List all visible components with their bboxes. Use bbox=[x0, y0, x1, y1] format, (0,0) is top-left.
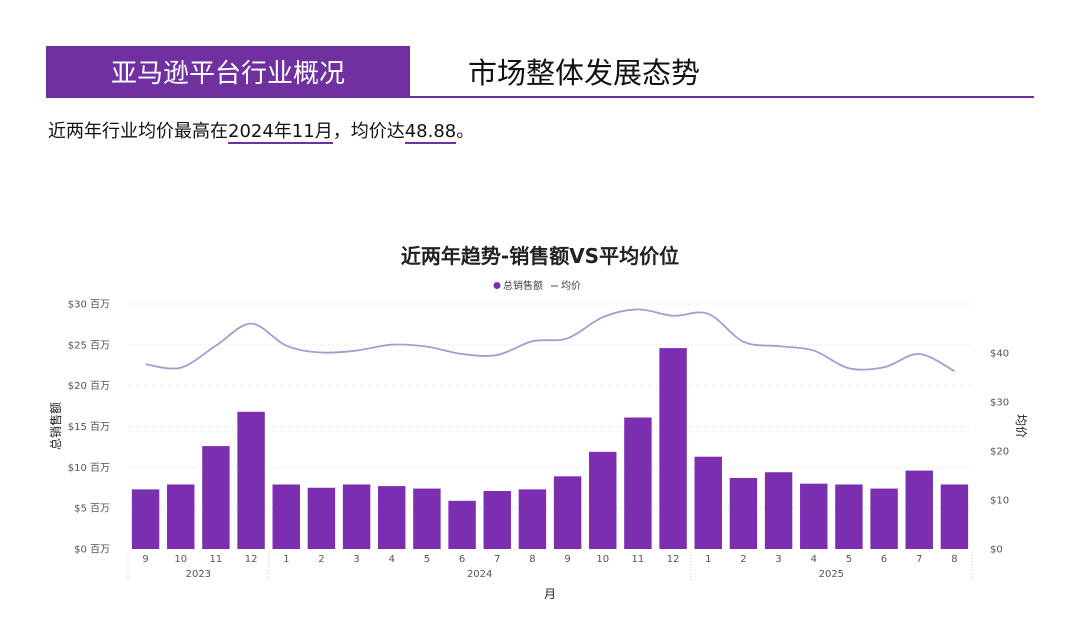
header-divider bbox=[46, 96, 1034, 98]
legend-label-sales: 总销售额 bbox=[503, 279, 543, 292]
summary-suffix: 。 bbox=[456, 121, 475, 142]
y-right-tick-label: $30 bbox=[990, 398, 1009, 409]
summary-mid: ，均价达 bbox=[332, 121, 405, 142]
x-tick-label: 10 bbox=[596, 554, 609, 565]
legend-swatch-sales bbox=[493, 282, 501, 289]
x-tick-label: 9 bbox=[142, 554, 148, 565]
bar bbox=[202, 446, 230, 549]
legend-label-price: 均价 bbox=[561, 280, 581, 292]
summary-peak-value: 48.88 bbox=[404, 121, 457, 144]
gridlines bbox=[128, 303, 972, 509]
page-title: 市场整体发展态势 bbox=[468, 56, 701, 90]
bar bbox=[940, 484, 969, 549]
bar bbox=[905, 470, 933, 549]
y-left-tick-label: $0 百万 bbox=[74, 544, 110, 556]
x-tick-label: 4 bbox=[389, 554, 395, 565]
bar bbox=[729, 477, 758, 549]
x-tick-label: 5 bbox=[846, 554, 852, 565]
y-right-tick-label: $10 bbox=[990, 496, 1009, 507]
left-axis-ticks: $0 百万 $5 百万 $10 百万 $15 百万 $20 百万 $25 百万 $30 百万 bbox=[68, 299, 110, 556]
avg-price-line bbox=[145, 308, 955, 372]
year-label: 2025 bbox=[819, 569, 844, 580]
x-tick-label: 8 bbox=[951, 554, 957, 565]
year-groups: 2023 2024 2025 bbox=[127, 552, 973, 582]
x-tick-label: 3 bbox=[775, 554, 781, 565]
y-left-tick-label: $25 百万 bbox=[68, 339, 110, 351]
x-tick-label: 6 bbox=[459, 554, 465, 565]
bar-series bbox=[131, 348, 969, 549]
y-axis-right-title: 均价 bbox=[1014, 414, 1028, 438]
bar bbox=[553, 476, 582, 549]
x-tick-label: 1 bbox=[705, 554, 711, 565]
x-tick-label: 3 bbox=[353, 554, 359, 565]
x-tick-label: 2 bbox=[740, 554, 746, 565]
bar bbox=[518, 489, 547, 549]
x-tick-label: 7 bbox=[916, 554, 922, 565]
x-tick-label: 11 bbox=[210, 554, 223, 565]
bar bbox=[131, 489, 160, 549]
y-left-tick-label: $15 百万 bbox=[68, 421, 110, 433]
y-right-tick-label: $40 bbox=[990, 349, 1009, 360]
x-tick-label: 10 bbox=[174, 554, 187, 565]
year-label: 2024 bbox=[467, 569, 492, 580]
bar bbox=[413, 488, 441, 549]
bar bbox=[800, 483, 828, 549]
y-left-tick-label: $30 百万 bbox=[68, 299, 110, 311]
bar bbox=[694, 456, 722, 549]
bar bbox=[448, 500, 476, 549]
summary-peak-month: 2024年11月 bbox=[228, 121, 333, 144]
bar bbox=[659, 348, 687, 549]
right-axis-ticks: $0 $10 $20 $30 $40 bbox=[990, 349, 1009, 556]
x-axis-title: 月 bbox=[544, 587, 556, 601]
x-tick-label: 5 bbox=[424, 554, 430, 565]
x-tick-label: 7 bbox=[494, 554, 500, 565]
bar bbox=[272, 484, 300, 549]
legend: 总销售额 均价 bbox=[493, 279, 581, 292]
bar bbox=[764, 472, 793, 549]
x-tick-label: 1 bbox=[283, 554, 289, 565]
x-tick-label: 4 bbox=[811, 554, 817, 565]
x-tick-label: 12 bbox=[667, 554, 680, 565]
bar bbox=[307, 487, 336, 549]
y-left-tick-label: $20 百万 bbox=[68, 380, 110, 392]
chart-title: 近两年趋势-销售额VS平均价位 bbox=[401, 244, 679, 268]
x-axis-ticks: 9 10 11 12 1 2 3 4 5 6 7 8 9 10 11 12 1 2 3 4 5 6 7 8 bbox=[142, 554, 957, 565]
x-tick-label: 9 bbox=[564, 554, 570, 565]
line-series bbox=[145, 308, 955, 372]
y-right-tick-label: $0 bbox=[990, 545, 1003, 556]
summary-text: 近两年行业均价最高在2024年11月，均价达48.88。 bbox=[48, 117, 475, 144]
x-tick-label: 2 bbox=[318, 554, 324, 565]
bar bbox=[378, 486, 406, 549]
y-left-tick-label: $10 百万 bbox=[68, 462, 110, 474]
x-tick-label: 8 bbox=[529, 554, 535, 565]
bar bbox=[870, 488, 898, 549]
y-left-tick-label: $5 百万 bbox=[74, 503, 110, 515]
summary-prefix: 近两年行业均价最高在 bbox=[48, 121, 228, 142]
y-right-tick-label: $20 bbox=[990, 447, 1009, 458]
bar bbox=[167, 484, 195, 549]
section-banner: 亚马逊平台行业概况 bbox=[46, 46, 410, 96]
x-tick-label: 12 bbox=[245, 554, 258, 565]
bar bbox=[237, 411, 265, 549]
year-label: 2023 bbox=[186, 569, 211, 580]
bar bbox=[483, 491, 511, 549]
bar bbox=[624, 417, 652, 549]
section-label: 亚马逊平台行业概况 bbox=[110, 58, 345, 89]
x-tick-label: 6 bbox=[881, 554, 887, 565]
bar bbox=[835, 484, 863, 549]
bar bbox=[589, 451, 617, 549]
bar bbox=[342, 484, 371, 549]
x-tick-label: 11 bbox=[632, 554, 645, 565]
y-axis-left-title: 总销售额 bbox=[48, 402, 63, 450]
